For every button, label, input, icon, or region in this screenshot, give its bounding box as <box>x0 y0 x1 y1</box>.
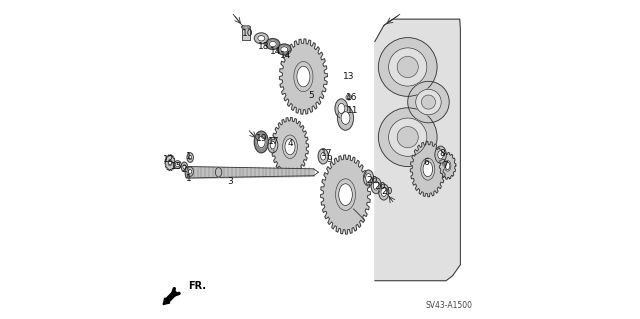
FancyArrow shape <box>163 290 177 305</box>
Text: 19: 19 <box>256 134 268 143</box>
Ellipse shape <box>257 136 265 148</box>
Circle shape <box>388 118 427 156</box>
Ellipse shape <box>421 158 435 180</box>
Text: 4: 4 <box>288 139 294 148</box>
Ellipse shape <box>297 66 310 87</box>
Ellipse shape <box>318 149 328 164</box>
Ellipse shape <box>187 167 193 176</box>
Ellipse shape <box>373 181 379 190</box>
Circle shape <box>408 81 449 123</box>
Ellipse shape <box>321 152 326 160</box>
Ellipse shape <box>258 35 265 41</box>
Text: 2: 2 <box>182 165 188 174</box>
Circle shape <box>388 48 427 86</box>
Circle shape <box>378 108 437 167</box>
Text: 1: 1 <box>186 174 192 183</box>
Polygon shape <box>375 19 460 281</box>
Ellipse shape <box>216 167 221 177</box>
Ellipse shape <box>364 170 374 186</box>
Text: 20: 20 <box>366 176 378 185</box>
Text: 13: 13 <box>343 72 355 81</box>
Ellipse shape <box>445 162 450 170</box>
Text: SV43-A1500: SV43-A1500 <box>426 301 472 310</box>
FancyBboxPatch shape <box>241 27 250 40</box>
Text: 11: 11 <box>348 106 359 115</box>
Ellipse shape <box>285 139 295 155</box>
Ellipse shape <box>270 141 275 149</box>
Ellipse shape <box>277 44 291 55</box>
Text: 8: 8 <box>439 149 445 158</box>
Ellipse shape <box>381 188 387 197</box>
Ellipse shape <box>254 131 268 153</box>
Ellipse shape <box>337 106 353 130</box>
Circle shape <box>347 96 350 99</box>
Circle shape <box>397 127 419 148</box>
Text: 14: 14 <box>269 47 281 56</box>
Text: 10: 10 <box>241 29 253 38</box>
Ellipse shape <box>281 47 288 52</box>
Ellipse shape <box>294 62 313 92</box>
Text: 12: 12 <box>163 155 175 164</box>
Text: 20: 20 <box>381 187 393 196</box>
Polygon shape <box>165 155 175 171</box>
Ellipse shape <box>335 99 348 118</box>
Ellipse shape <box>283 135 298 159</box>
Text: 18: 18 <box>257 42 269 51</box>
Ellipse shape <box>183 165 186 169</box>
Text: 9: 9 <box>326 155 332 164</box>
Ellipse shape <box>241 26 250 29</box>
Text: FR.: FR. <box>188 281 206 291</box>
Circle shape <box>173 161 181 168</box>
Text: 5: 5 <box>308 91 314 100</box>
Circle shape <box>416 89 441 115</box>
Ellipse shape <box>371 178 381 194</box>
Text: 7: 7 <box>442 161 448 170</box>
Ellipse shape <box>254 33 268 44</box>
Ellipse shape <box>189 169 192 174</box>
Ellipse shape <box>335 179 355 211</box>
Circle shape <box>378 38 437 96</box>
Circle shape <box>397 56 419 78</box>
Ellipse shape <box>244 26 248 28</box>
Text: 17: 17 <box>268 137 280 146</box>
Text: 16: 16 <box>346 93 357 102</box>
Text: 1: 1 <box>186 152 192 161</box>
Ellipse shape <box>187 153 193 162</box>
Polygon shape <box>321 155 371 234</box>
Ellipse shape <box>444 160 451 171</box>
Polygon shape <box>280 39 327 114</box>
Ellipse shape <box>338 103 345 114</box>
Ellipse shape <box>168 160 172 166</box>
Polygon shape <box>410 141 445 197</box>
Ellipse shape <box>339 184 353 205</box>
Ellipse shape <box>268 137 278 153</box>
Ellipse shape <box>379 184 389 200</box>
Circle shape <box>422 95 435 109</box>
Ellipse shape <box>266 39 280 49</box>
Ellipse shape <box>341 112 350 124</box>
Ellipse shape <box>169 160 172 165</box>
Ellipse shape <box>435 146 446 163</box>
Text: 17: 17 <box>321 149 332 158</box>
Text: 6: 6 <box>423 158 429 167</box>
Ellipse shape <box>189 155 192 160</box>
Ellipse shape <box>423 161 433 177</box>
Polygon shape <box>271 117 308 176</box>
Text: 15: 15 <box>171 162 182 171</box>
Polygon shape <box>439 152 456 179</box>
Ellipse shape <box>181 162 188 172</box>
Text: 14: 14 <box>280 51 291 60</box>
Circle shape <box>175 162 180 167</box>
Ellipse shape <box>365 174 371 182</box>
Ellipse shape <box>438 151 444 159</box>
Text: 20: 20 <box>374 182 386 191</box>
Ellipse shape <box>185 167 188 178</box>
Text: 3: 3 <box>227 177 233 186</box>
Circle shape <box>346 95 351 100</box>
Ellipse shape <box>269 41 276 47</box>
